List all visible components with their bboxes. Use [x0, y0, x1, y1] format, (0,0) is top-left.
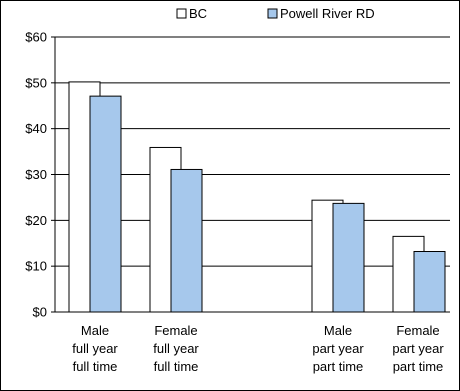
axes: [51, 36, 450, 313]
y-tick-label: $40: [25, 121, 47, 136]
x-tick-label: Male: [324, 323, 352, 338]
y-tick-label: $60: [25, 30, 47, 45]
y-tick-label: $50: [25, 75, 47, 90]
y-tick-label: $0: [33, 305, 47, 320]
y-tick-label: $20: [25, 213, 47, 228]
x-tick-label: part time: [313, 359, 364, 374]
legend-label-powell-river-rd: Powell River RD: [280, 6, 375, 21]
y-tick-labels: $0 $10 $20 $30 $40 $50 $60: [25, 30, 47, 320]
x-tick-label: Male: [81, 323, 109, 338]
x-tick-label: part year: [392, 341, 444, 356]
bar-powell-river-rd-2: [332, 202, 365, 313]
x-tick-label: Female: [396, 323, 439, 338]
bar-powell-river-rd-0: [89, 95, 122, 313]
x-tick-label: full year: [72, 341, 118, 356]
x-tick-label: part time: [393, 359, 444, 374]
bar-powell-river-rd-3: [413, 251, 446, 313]
legend-swatch-bc: [176, 8, 187, 19]
legend: BC Powell River RD: [176, 6, 375, 21]
x-tick-label: full time: [73, 359, 118, 374]
x-tick-label: full year: [153, 341, 199, 356]
x-tick-label: part year: [312, 341, 364, 356]
x-tick-label: full time: [154, 359, 199, 374]
legend-swatch-powell-river-rd: [267, 8, 278, 19]
legend-label-bc: BC: [189, 6, 207, 21]
y-tick-label: $30: [25, 167, 47, 182]
x-tick-label: Female: [154, 323, 197, 338]
bar-powell-river-rd-1: [170, 168, 203, 313]
x-tick-labels: Male full year full time Female full year ful…: [72, 323, 444, 374]
bars: [68, 81, 446, 313]
y-tick-label: $10: [25, 259, 47, 274]
